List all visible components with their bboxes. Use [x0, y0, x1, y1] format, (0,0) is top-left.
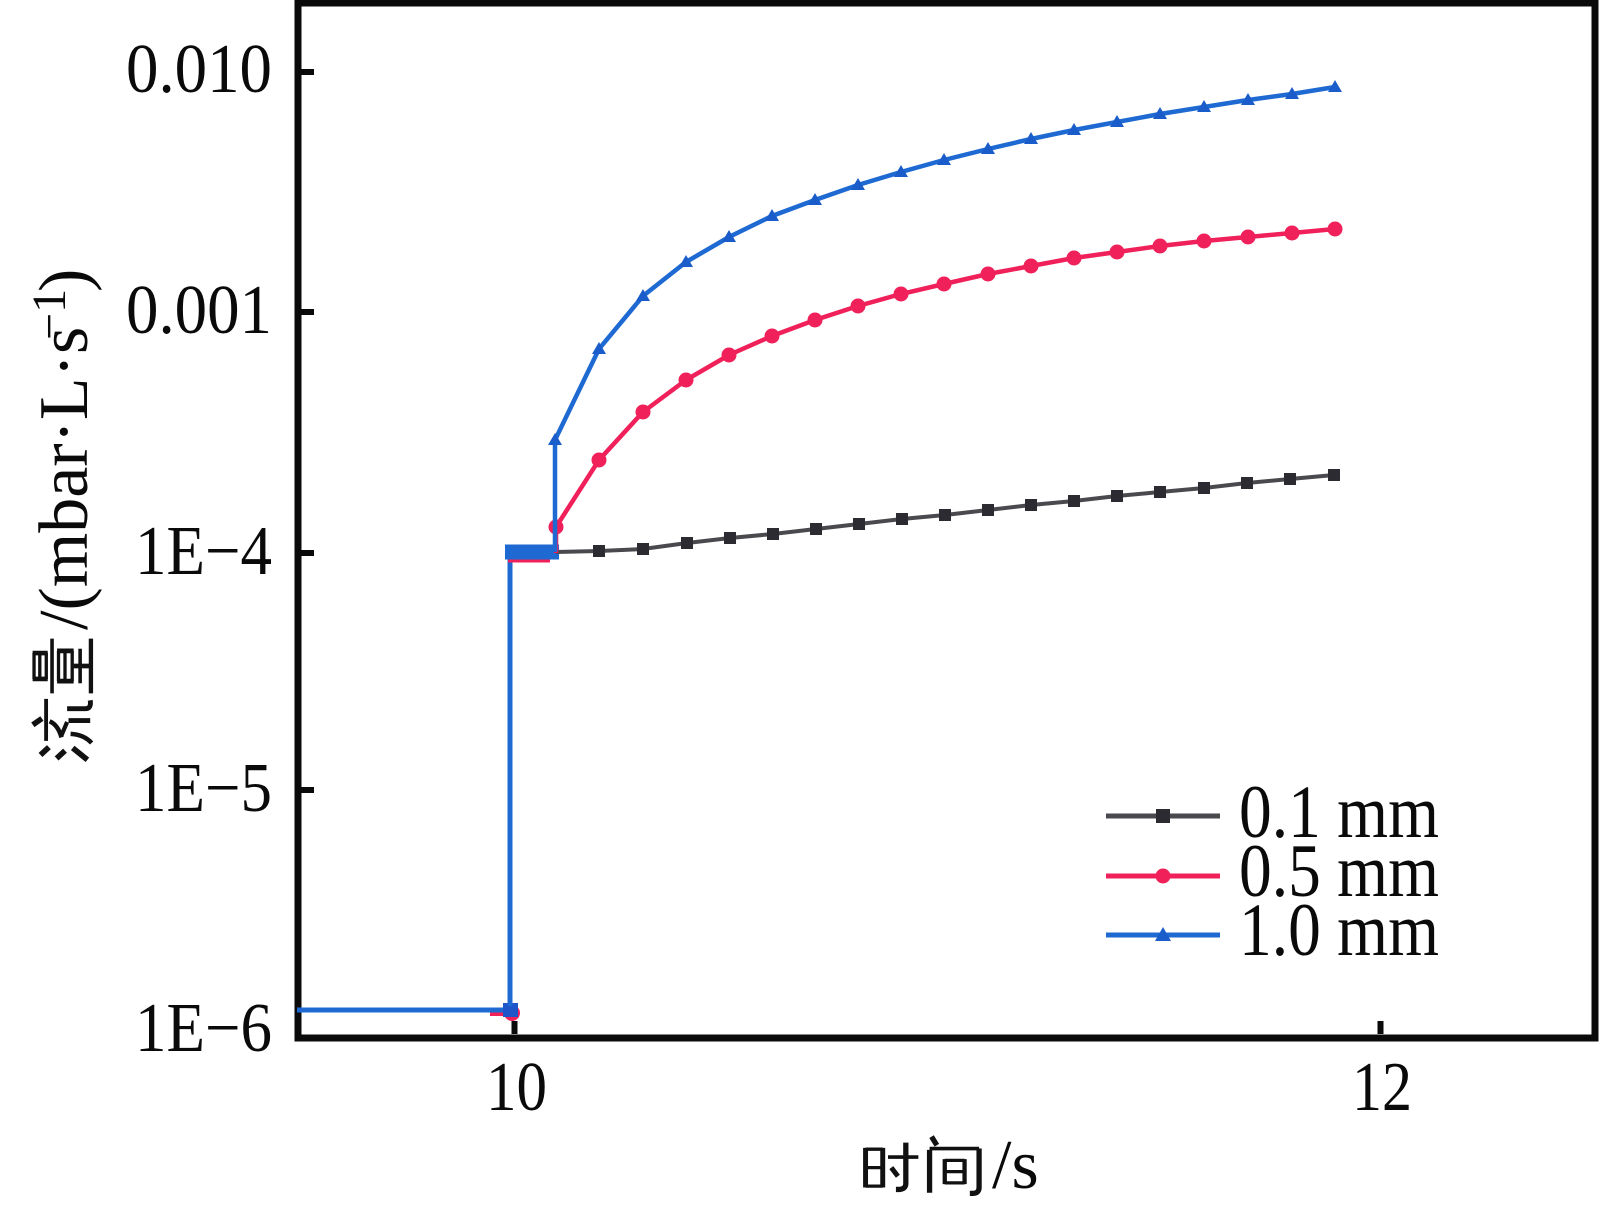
svg-text:): ) — [26, 269, 103, 292]
svg-text:12: 12 — [1352, 1049, 1412, 1126]
svg-text:/s: /s — [992, 1127, 1039, 1204]
svg-text:1E−5: 1E−5 — [135, 750, 272, 827]
svg-text:1E−6: 1E−6 — [135, 990, 272, 1067]
svg-text:0.1 mm: 0.1 mm — [1239, 771, 1439, 854]
svg-text:1E−4: 1E−4 — [135, 513, 272, 590]
svg-text:0.5 mm: 0.5 mm — [1239, 830, 1439, 913]
svg-text:10: 10 — [486, 1049, 547, 1126]
svg-text:0.010: 0.010 — [126, 31, 272, 108]
svg-text:/(mbar·L·s: /(mbar·L·s — [26, 327, 103, 630]
svg-text:−1: −1 — [23, 289, 76, 340]
svg-text:1.0 mm: 1.0 mm — [1239, 889, 1439, 972]
svg-text:0.001: 0.001 — [126, 272, 272, 349]
